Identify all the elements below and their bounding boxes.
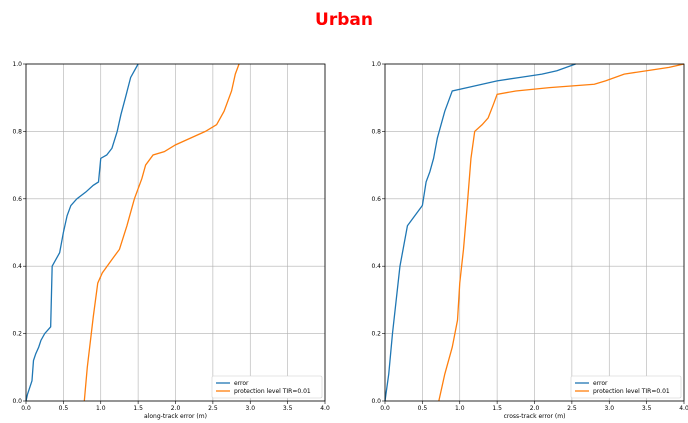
legend-entry: protection level TIR=0.01 [234,388,311,395]
series-line-error [384,63,576,402]
y-tick-label: 1.0 [12,61,22,68]
y-tick-label: 0.4 [12,263,22,270]
x-tick-label: 4.0 [320,405,330,412]
y-tick-label: 0.6 [12,196,22,203]
y-tick-label: 0.6 [371,196,381,203]
x-tick-label: 3.0 [245,405,255,412]
legend-entry: error [234,380,249,387]
legend-entry: error [593,380,608,387]
series-line-protection-level [83,63,240,402]
y-tick-label: 0.8 [371,128,381,135]
x-tick-label: 2.0 [530,405,540,412]
x-tick-label: 1.5 [492,405,502,412]
y-tick-label: 0.4 [371,263,381,270]
legend-box [211,375,323,399]
x-tick-label: 0.0 [21,405,31,412]
x-tick-label: 2.5 [208,405,218,412]
y-tick-label: 0.8 [12,128,22,135]
y-tick-label: 1.0 [371,61,381,68]
y-tick-label: 0.0 [371,398,381,405]
x-tick-label: 2.0 [171,405,181,412]
x-tick-label: 2.5 [567,405,577,412]
x-tick-label: 0.0 [380,405,390,412]
x-tick-label: 0.5 [59,405,69,412]
x-tick-label: 1.0 [455,405,465,412]
x-tick-label: 3.0 [604,405,614,412]
x-axis-label: along-track error (m) [144,413,207,420]
x-axis-label: cross-track error (m) [504,413,566,420]
series-line-protection-level [438,63,685,402]
x-tick-label: 3.5 [642,405,652,412]
x-tick-label: 0.5 [418,405,428,412]
x-tick-label: 3.5 [283,405,293,412]
legend-box [570,375,682,399]
x-tick-label: 1.0 [96,405,106,412]
chart-panel-2: 0.0 0.5 1.0 1.5 2.0 2.5 3.0 3.5 4.0 0.0 0.2 0.4 0.6 0… [371,61,688,420]
legend-entry: protection level TIR=0.01 [593,388,670,395]
series-line-error [25,63,139,402]
x-tick-label: 4.0 [679,405,688,412]
y-tick-label: 0.2 [12,331,22,338]
x-tick-label: 1.5 [133,405,143,412]
figure-title: Urban [315,10,373,30]
y-tick-label: 0.2 [371,331,381,338]
y-tick-label: 0.0 [12,398,22,405]
chart-panel-1: 0.0 0.5 1.0 1.5 2.0 2.5 3.0 3.5 4.0 0.0 0.2 0.4 0.6 0… [12,61,329,420]
